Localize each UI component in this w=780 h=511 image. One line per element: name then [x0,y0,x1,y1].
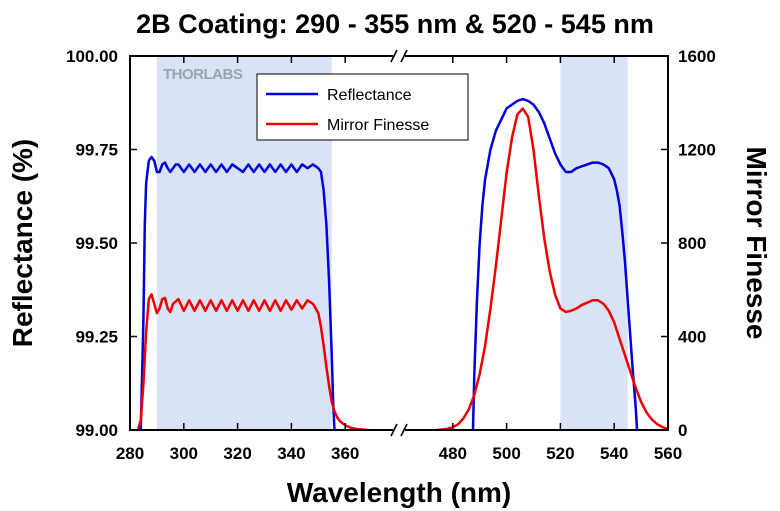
y-tick-label: 99.25 [75,328,118,347]
axis-break-slash-b-1 [400,423,408,437]
y-tick-label: 100.00 [66,47,118,66]
series-line-reflectance-part-2 [471,97,639,430]
axis-break-marks [390,49,408,437]
y-axis-title: Reflectance (%) [7,139,38,348]
shaded-band-1 [560,56,628,430]
x-tick-label: 500 [492,444,520,463]
axis-ticks [129,55,669,431]
legend-label-mirror-finesse: Mirror Finesse [327,117,429,134]
y2-tick-label: 400 [678,328,706,347]
y2-tick-label: 1600 [678,47,716,66]
y-tick-label: 99.00 [75,421,118,440]
y-tick-label: 99.75 [75,141,118,160]
legend-box [256,73,469,141]
x-tick-label: 520 [546,444,574,463]
series-line-mirror-finesse-part-2 [436,107,668,430]
y2-tick-label: 0 [678,421,687,440]
y-tick-label: 99.50 [75,234,118,253]
axis-break-slash-b-0 [400,49,408,63]
x-tick-label: 340 [277,444,305,463]
x-tick-label: 480 [439,444,467,463]
chart-title: 2B Coating: 290 - 355 nm & 520 - 545 nm [136,9,654,39]
thorlabs-watermark: THORLABS [163,66,243,83]
legend: Reflectance Mirror Finesse [256,73,469,141]
series-line-reflectance-part-1 [139,155,336,430]
axis-break-gap-1 [393,426,405,434]
axis-break-slash-a-0 [390,49,398,63]
x-tick-label: 280 [116,444,144,463]
series-lines [136,97,668,430]
legend-label-reflectance: Reflectance [327,87,412,104]
x-tick-label: 560 [654,444,682,463]
x-tick-labels: 280 300 320 340 360 480 500 520 540 560 [116,444,682,463]
y2-axis-title: Mirror Finesse [741,147,772,340]
x-axis-title: Wavelength (nm) [287,477,512,508]
x-tick-label: 300 [170,444,198,463]
x-tick-label: 540 [600,444,628,463]
x-tick-label: 320 [223,444,251,463]
axis-break-slash-a-1 [390,423,398,437]
x-tick-label: 360 [331,444,359,463]
series-line-mirror-finesse-part-1 [136,293,367,430]
y2-tick-label: 1200 [678,141,716,160]
y2-tick-labels: 0 400 800 1200 1600 [678,47,716,440]
axis-break-gap-0 [393,52,405,60]
y2-tick-label: 800 [678,234,706,253]
y-tick-labels: 99.00 99.25 99.50 99.75 100.00 [66,47,118,440]
